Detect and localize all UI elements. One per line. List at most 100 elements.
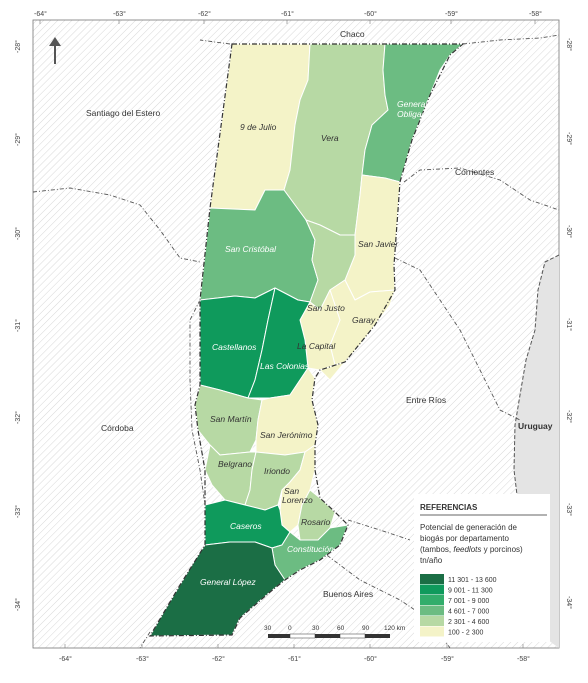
lon-tick-top: -60° bbox=[364, 10, 377, 18]
dept-label-9-de-julio: 9 de Julio bbox=[240, 122, 277, 132]
legend-label: 9 001 - 11 300 bbox=[448, 588, 493, 595]
lat-tick-right: -32° bbox=[565, 410, 573, 423]
legend-subtitle-3: (tambos, feedlots y porcinos) bbox=[420, 545, 523, 554]
legend-label: 4 601 - 7 000 bbox=[448, 609, 489, 616]
north-arrow-icon bbox=[49, 37, 61, 64]
lat-tick-right: -33° bbox=[565, 503, 573, 516]
dept-label-san-javier: San Javier bbox=[358, 239, 399, 249]
legend-swatch bbox=[420, 616, 444, 626]
scale-bar: 30 0 30 60 90 120 km bbox=[264, 625, 405, 639]
dept-label-las-colonias: Las Colonias bbox=[260, 361, 310, 371]
legend-swatch bbox=[420, 574, 444, 584]
legend-title: REFERENCIAS bbox=[420, 503, 478, 512]
santa-fe-border bbox=[148, 43, 465, 637]
dept-label-san-martin: San Martín bbox=[210, 414, 252, 424]
lon-tick-bottom: -63° bbox=[136, 655, 149, 663]
scale-segment bbox=[315, 634, 340, 638]
dept-label-general-lopez: General López bbox=[200, 577, 257, 587]
lat-tick-left: -28° bbox=[14, 40, 22, 53]
scale-segment bbox=[365, 634, 390, 638]
lat-tick-right: -29° bbox=[565, 132, 573, 145]
dept-label-san-cristobal: San Cristóbal bbox=[225, 244, 277, 254]
scale-segment bbox=[289, 633, 316, 639]
dept-label-iriondo: Iriondo bbox=[264, 466, 290, 476]
province-label-corrientes: Corrientes bbox=[455, 167, 494, 177]
legend-swatch bbox=[420, 626, 444, 637]
province-label-uruguay: Uruguay bbox=[518, 421, 553, 431]
lon-tick-top: -61° bbox=[281, 10, 294, 18]
legend-subtitle-3b: feedlots bbox=[453, 545, 481, 554]
lon-tick-top: -63° bbox=[113, 10, 126, 18]
legend-items: 11 301 - 13 600 9 001 - 11 300 7 001 - 9 0… bbox=[420, 574, 497, 637]
lat-tick-right: -31° bbox=[565, 318, 573, 331]
scale-segment bbox=[339, 633, 366, 639]
lat-tick-left: -29° bbox=[14, 133, 22, 146]
graticule-ticks bbox=[39, 20, 536, 648]
dept-label-castellanos: Castellanos bbox=[212, 342, 257, 352]
lon-tick-bottom: -58° bbox=[517, 655, 530, 663]
scale-segment bbox=[268, 634, 290, 638]
dept-label-la-capital: La Capital bbox=[297, 341, 336, 351]
dept-label-san-lorenzo-1: San bbox=[284, 486, 299, 496]
lon-tick-top: -64° bbox=[34, 10, 47, 18]
lon-tick-top: -62° bbox=[198, 10, 211, 18]
dept-label-general-obligado-1: General bbox=[397, 99, 428, 109]
dept-label-san-justo: San Justo bbox=[307, 303, 345, 313]
province-label-santiago: Santiago del Estero bbox=[86, 108, 160, 118]
dept-label-rosario: Rosario bbox=[301, 517, 331, 527]
lat-tick-right: -30° bbox=[565, 225, 573, 238]
lon-tick-bottom: -61° bbox=[288, 655, 301, 663]
legend-swatch bbox=[420, 595, 444, 605]
legend-subtitle-2: biogás por departamento bbox=[420, 534, 510, 543]
legend-unit: tn/año bbox=[420, 556, 443, 565]
dept-iriondo bbox=[244, 451, 306, 511]
lon-ticks-top: -64° -63° -62° -61° -60° -59° -58° bbox=[34, 10, 542, 18]
lon-tick-bottom: -62° bbox=[212, 655, 225, 663]
lat-tick-left: -31° bbox=[14, 319, 22, 332]
province-label-entre-rios: Entre Ríos bbox=[406, 395, 446, 405]
lat-tick-right: -34° bbox=[565, 596, 573, 609]
scale-label: 30 bbox=[312, 625, 320, 632]
dept-label-garay: Garay bbox=[352, 315, 376, 325]
lon-tick-bottom: -59° bbox=[441, 655, 454, 663]
dept-label-general-obligado-2: Obligado bbox=[397, 109, 431, 119]
legend-subtitle-1: Potencial de generación de bbox=[420, 523, 518, 532]
lat-ticks-left: -28° -29° -30° -31° -32° -33° -34° bbox=[14, 40, 22, 611]
lat-tick-left: -32° bbox=[14, 411, 22, 424]
dept-label-belgrano: Belgrano bbox=[218, 459, 252, 469]
legend-subtitle-3c: y porcinos) bbox=[481, 545, 523, 554]
dept-label-san-lorenzo-2: Lorenzo bbox=[282, 495, 313, 505]
lat-tick-left: -34° bbox=[14, 598, 22, 611]
lat-tick-left: -33° bbox=[14, 505, 22, 518]
legend-label: 11 301 - 13 600 bbox=[448, 577, 497, 584]
province-label-cordoba: Córdoba bbox=[101, 423, 134, 433]
dept-label-vera: Vera bbox=[321, 133, 339, 143]
scale-label: 120 km bbox=[384, 625, 405, 632]
lon-tick-top: -58° bbox=[529, 10, 542, 18]
legend-subtitle-3a: (tambos, bbox=[420, 545, 453, 554]
lon-tick-bottom: -60° bbox=[364, 655, 377, 663]
scale-label: 60 bbox=[337, 625, 345, 632]
lat-ticks-right: -28° -29° -30° -31° -32° -33° -34° bbox=[565, 38, 573, 609]
legend-label: 100 - 2 300 bbox=[448, 630, 484, 637]
legend-swatch bbox=[420, 605, 444, 616]
lon-tick-top: -59° bbox=[445, 10, 458, 18]
province-label-chaco: Chaco bbox=[340, 29, 365, 39]
province-label-buenos-aires: Buenos Aires bbox=[323, 589, 373, 599]
dept-label-caseros: Caseros bbox=[230, 521, 262, 531]
scale-label: 0 bbox=[288, 625, 292, 632]
santa-fe-departments bbox=[149, 43, 464, 637]
legend: REFERENCIAS Potencial de generación de b… bbox=[414, 494, 550, 642]
legend-label: 7 001 - 9 000 bbox=[448, 598, 489, 605]
dept-label-san-jeronimo: San Jerónimo bbox=[260, 430, 313, 440]
lat-tick-right: -28° bbox=[565, 38, 573, 51]
dept-label-constitucion: Constitución bbox=[287, 544, 334, 554]
lat-tick-left: -30° bbox=[14, 227, 22, 240]
legend-swatch bbox=[420, 584, 444, 595]
lon-ticks-bottom: -64° -63° -62° -61° -60° -59° -58° bbox=[59, 655, 530, 663]
scale-label: 90 bbox=[362, 625, 370, 632]
province-borders bbox=[32, 34, 560, 649]
legend-label: 2 301 - 4 600 bbox=[448, 619, 489, 626]
scale-label: 30 bbox=[264, 625, 272, 632]
